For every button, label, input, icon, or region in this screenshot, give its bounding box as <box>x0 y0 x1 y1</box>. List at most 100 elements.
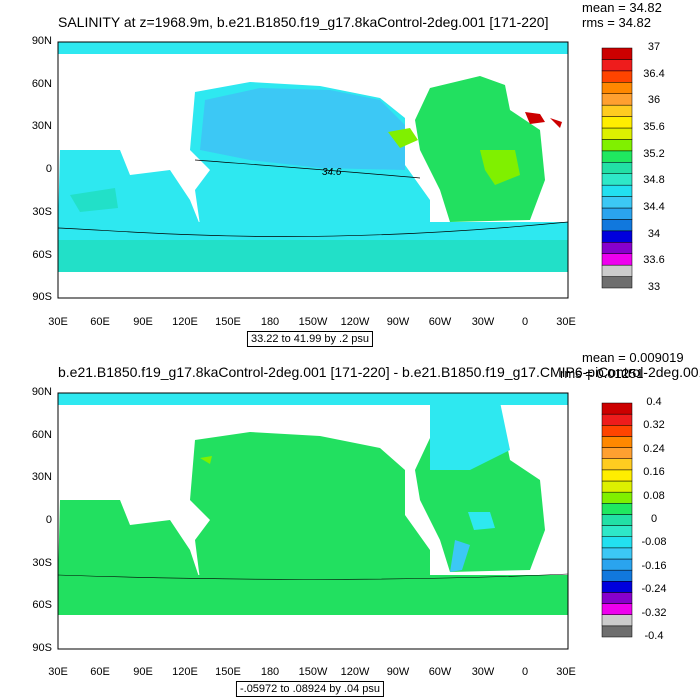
colorbar-tick-label: 35.6 <box>643 121 665 133</box>
colorbar-swatch <box>601 603 633 615</box>
panel1-lon-label: 90W <box>386 316 410 328</box>
colorbar-tick-label: 0.16 <box>643 466 665 479</box>
colorbar-tick-label: 34.8 <box>643 174 665 187</box>
colorbar-tick-label: 0.24 <box>643 442 665 455</box>
colorbar-swatch <box>601 104 633 117</box>
colorbar-swatch <box>601 558 633 571</box>
panel2-lon-label: 60E <box>90 666 110 678</box>
panel1-mean: mean = 34.82 <box>582 0 662 15</box>
colorbar-swatch <box>601 592 633 604</box>
panel2-range-label: -.05972 to .08924 by .04 psu <box>235 681 385 697</box>
panel2-rms: rms = 0.01251 <box>560 366 644 381</box>
colorbar-swatch <box>601 219 633 232</box>
colorbar-swatch <box>601 547 633 560</box>
panel2-indian-ocean <box>58 500 200 580</box>
colorbar-swatch <box>601 196 633 209</box>
panel2-lon-label: 120E <box>172 666 198 678</box>
colorbar-tick-label: 0.08 <box>643 489 665 502</box>
panel2-lat-60s: 60S <box>32 599 52 611</box>
colorbar-swatch <box>601 127 633 140</box>
colorbar-tick-label: 0 <box>650 513 658 525</box>
colorbar-tick-label: -0.32 <box>641 606 667 619</box>
colorbar-swatch <box>601 150 633 163</box>
panel2-lon-label: 0 <box>521 666 529 678</box>
colorbar-swatch <box>601 480 633 493</box>
panel1-lon-label: 150E <box>215 316 241 328</box>
panel2-map <box>58 393 568 615</box>
panel2-lat-30s: 30S <box>32 557 52 569</box>
colorbar-swatch <box>601 184 633 197</box>
panel2-lat-0: 0 <box>45 514 52 526</box>
panel1-arctic-ocean <box>58 42 568 54</box>
panel1-lat-30s: 30S <box>32 206 52 218</box>
panel2-lon-label: 90W <box>386 666 410 678</box>
panel2-colorbar <box>601 402 633 638</box>
colorbar-tick-label: 36 <box>647 94 661 107</box>
panel2-small-patch <box>200 456 212 464</box>
panel1-contour-label: 34.6 <box>322 167 342 178</box>
panel1-lat-60n: 60N <box>31 78 52 90</box>
panel2-lon-label: 60W <box>428 666 452 678</box>
panel1-red-sea <box>550 118 562 128</box>
panel2-lon-label: 30E <box>48 666 68 678</box>
colorbar-swatch <box>601 242 633 254</box>
colorbar-tick-label: -0.24 <box>641 583 667 596</box>
colorbar-swatch <box>601 491 633 504</box>
colorbar-swatch <box>601 536 633 549</box>
panel2-frame <box>57 392 569 650</box>
panel1-atlantic-ocean <box>415 76 545 222</box>
colorbar-swatch <box>601 162 633 174</box>
panel2-sw-atlantic <box>450 540 470 572</box>
panel1-lat-0: 0 <box>45 163 52 175</box>
panel1-lon-label: 30W <box>471 316 495 328</box>
panel1-lat-60s: 60S <box>32 249 52 261</box>
colorbar-tick-label: -0.16 <box>641 559 667 572</box>
colorbar-swatch <box>601 264 633 277</box>
panel1-north-pacific <box>200 88 405 170</box>
colorbar-swatch <box>601 402 633 415</box>
panel2-arctic-ocean <box>58 393 568 405</box>
panel1-range-label: 33.22 to 41.99 by .2 psu <box>246 331 374 347</box>
panel2-lon-label: 150W <box>298 666 328 678</box>
panel1-indian-patch <box>70 188 118 212</box>
panel1-caribbean-patch <box>388 128 418 148</box>
panel2-southern-ocean <box>58 575 568 615</box>
panel1-med-outflow <box>525 112 545 124</box>
panel1-indian-ocean <box>58 150 200 225</box>
panel1-lon-label: 120E <box>172 316 198 328</box>
colorbar-swatch <box>601 207 633 220</box>
colorbar-tick-label: 34.4 <box>643 201 665 213</box>
colorbar-swatch <box>601 253 633 266</box>
panel1-lon-label: 0 <box>521 316 529 328</box>
colorbar-swatch <box>601 447 633 459</box>
panel2-lon-label: 120W <box>340 666 370 678</box>
panel1-lat-30n: 30N <box>31 120 52 132</box>
panel2-lon-label: 30E <box>556 666 576 678</box>
panel2-lat-30n: 30N <box>31 471 52 483</box>
colorbar-tick-label: 37 <box>647 41 661 53</box>
panel2-lat-60n: 60N <box>31 429 52 441</box>
panel1-rms: rms = 34.82 <box>582 15 652 30</box>
colorbar-swatch <box>601 514 633 526</box>
colorbar-swatch <box>601 173 633 186</box>
colorbar-swatch <box>601 116 633 129</box>
colorbar-swatch <box>601 503 633 515</box>
colorbar-swatch <box>601 139 633 152</box>
panel1-lat-90n: 90N <box>31 35 52 47</box>
panel1-title: SALINITY at z=1968.9m, b.e21.B1850.f19_g… <box>58 14 549 30</box>
colorbar-swatch <box>601 82 633 94</box>
panel1-lon-label: 60E <box>90 316 110 328</box>
panel1-colorbar <box>601 47 633 289</box>
colorbar-tick-label: 34 <box>647 227 661 240</box>
panel2-north-atlantic <box>430 402 510 470</box>
panel1-southern-band <box>58 240 568 272</box>
panel1-lon-label: 150W <box>298 316 328 328</box>
panel1-atlantic-core <box>480 150 520 185</box>
colorbar-swatch <box>601 425 633 437</box>
panel2-contour-line <box>58 573 568 580</box>
colorbar-swatch <box>601 525 633 537</box>
panel2-mean: mean = 0.009019 <box>582 350 684 365</box>
colorbar-swatch <box>601 47 633 60</box>
panel2-lat-90s: 90S <box>32 642 52 654</box>
panel1-contour-line <box>194 159 421 179</box>
